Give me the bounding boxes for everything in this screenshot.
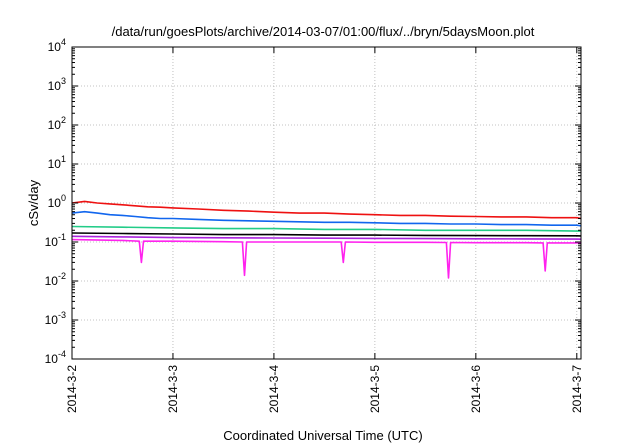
x-tick-label: 2014-3-2 [65, 365, 79, 413]
y-tick-label: 100 [48, 193, 66, 210]
y-tick-label: 103 [48, 76, 66, 93]
y-tick-label: 10-2 [45, 271, 66, 288]
series-line-4 [71, 232, 582, 237]
grid [72, 47, 581, 359]
series-line-5 [71, 235, 582, 240]
x-tick-labels: 2014-3-2 2014-3-3 2014-3-4 2014-3-5 2014-3-6… [65, 365, 584, 413]
x-tick-label: 2014-3-5 [368, 365, 382, 413]
y-tick-label: 104 [48, 37, 66, 54]
y-tick-label: 10-1 [45, 232, 66, 249]
series-line-2 [71, 210, 582, 227]
chart-title: /data/run/goesPlots/archive/2014-03-07/0… [112, 24, 535, 39]
series-line-3 [71, 225, 581, 232]
x-tick-label: 2014-3-7 [570, 365, 584, 413]
x-axis-label: Coordinated Universal Time (UTC) [223, 428, 422, 443]
series-line-1 [71, 200, 582, 220]
ticks [71, 46, 581, 360]
x-tick-label: 2014-3-3 [166, 365, 180, 413]
x-tick-label: 2014-3-4 [267, 365, 281, 413]
series-layer [71, 200, 582, 279]
y-tick-labels: 10-4 10-3 10-2 10-1 100 101 102 103 104 [45, 37, 66, 366]
y-tick-label: 10-3 [45, 310, 66, 327]
y-tick-label: 101 [48, 154, 66, 171]
y-tick-label: 102 [48, 115, 66, 132]
y-axis-label: cSv/day [26, 179, 41, 226]
x-tick-label: 2014-3-6 [469, 365, 483, 413]
series-line-6 [71, 238, 582, 279]
y-tick-label: 10-4 [45, 349, 66, 366]
